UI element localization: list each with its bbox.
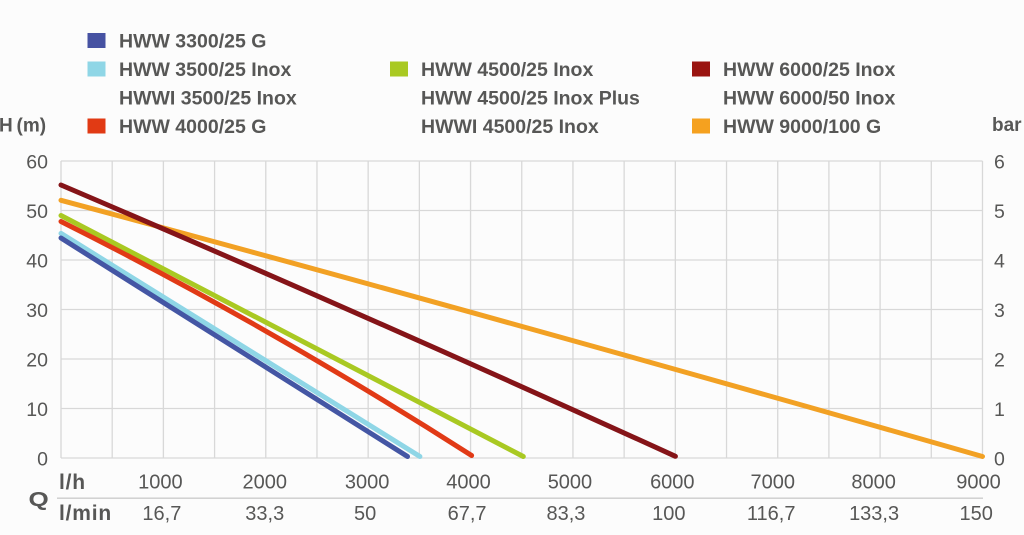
svg-text:5000: 5000 (548, 472, 593, 494)
svg-text:67,7: 67,7 (448, 503, 487, 525)
svg-text:l/h: l/h (59, 471, 86, 494)
svg-text:83,3: 83,3 (546, 503, 585, 525)
svg-text:10: 10 (26, 399, 48, 421)
svg-text:6: 6 (994, 152, 1005, 174)
svg-text:0: 0 (994, 449, 1005, 471)
svg-text:33,3: 33,3 (245, 503, 284, 525)
svg-text:4000: 4000 (446, 472, 491, 494)
svg-text:0: 0 (37, 449, 48, 471)
svg-text:50: 50 (354, 503, 376, 525)
svg-text:133,3: 133,3 (849, 503, 899, 525)
svg-text:HWW 6000/25 Inox: HWW 6000/25 Inox (723, 59, 895, 81)
svg-text:50: 50 (26, 201, 48, 223)
svg-text:HWW 4500/25 Inox Plus: HWW 4500/25 Inox Plus (421, 88, 640, 110)
svg-text:HWW 9000/100 G: HWW 9000/100 G (723, 116, 881, 138)
svg-text:HWW 4000/25 G: HWW 4000/25 G (119, 116, 266, 138)
svg-text:116,7: 116,7 (747, 503, 796, 525)
svg-text:60: 60 (26, 152, 48, 174)
svg-text:3000: 3000 (345, 472, 390, 494)
svg-text:5: 5 (994, 201, 1005, 223)
svg-text:H (m): H (m) (0, 116, 46, 137)
svg-text:7000: 7000 (750, 472, 795, 494)
svg-text:1: 1 (994, 399, 1005, 421)
svg-text:HWW 3500/25 Inox: HWW 3500/25 Inox (119, 59, 291, 81)
svg-text:20: 20 (26, 350, 48, 372)
svg-text:l/min: l/min (59, 502, 112, 525)
svg-text:HWW 6000/50 Inox: HWW 6000/50 Inox (723, 88, 895, 110)
svg-text:1000: 1000 (138, 472, 183, 494)
svg-text:HWWI 3500/25 Inox: HWWI 3500/25 Inox (119, 88, 297, 110)
svg-text:4: 4 (994, 251, 1005, 273)
svg-text:8000: 8000 (851, 472, 896, 494)
svg-text:HWWI 4500/25 Inox: HWWI 4500/25 Inox (421, 116, 599, 138)
svg-text:9000: 9000 (956, 472, 1001, 494)
svg-text:40: 40 (26, 251, 48, 273)
svg-text:2: 2 (994, 350, 1005, 372)
svg-text:6000: 6000 (650, 472, 695, 494)
svg-text:HWW 4500/25 Inox: HWW 4500/25 Inox (421, 59, 593, 81)
svg-text:3: 3 (994, 300, 1005, 322)
svg-text:30: 30 (26, 300, 48, 322)
svg-text:16,7: 16,7 (142, 503, 181, 525)
svg-text:150: 150 (960, 503, 993, 525)
svg-text:bar: bar (992, 115, 1022, 136)
svg-text:2000: 2000 (243, 472, 288, 494)
svg-text:HWW 3300/25 G: HWW 3300/25 G (119, 31, 266, 53)
svg-text:Q: Q (29, 488, 49, 510)
svg-text:100: 100 (652, 503, 685, 525)
